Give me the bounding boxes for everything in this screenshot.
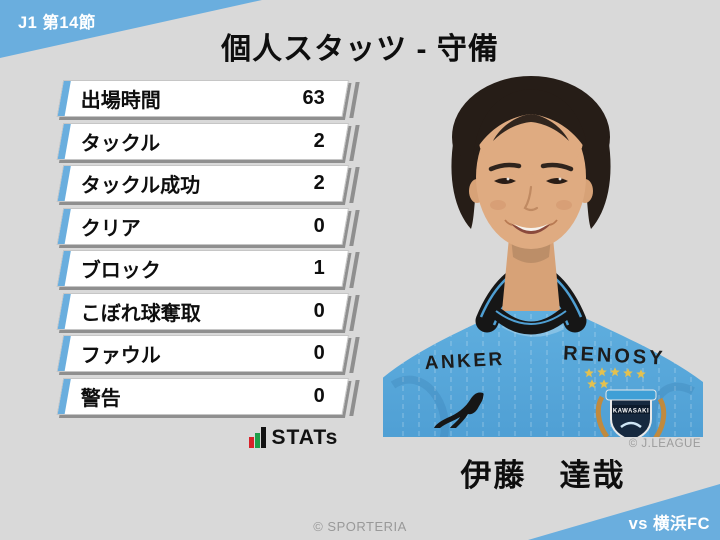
stats-list: 出場時間 63 タックル 2 タックル成功 2 クリア <box>56 80 360 416</box>
stat-row: 出場時間 63 <box>56 80 360 118</box>
site-credit: © SPORTERIA <box>313 519 407 534</box>
stat-label: ブロック <box>80 260 161 282</box>
stat-row: ファウル 0 <box>56 335 360 373</box>
photo-credit: © J.LEAGUE <box>628 438 701 450</box>
stat-row: タックル成功 2 <box>56 165 360 203</box>
stat-label: タックル <box>80 132 161 155</box>
stat-label: ファウル <box>80 345 161 367</box>
stats-logo-text: STATs <box>271 426 339 449</box>
stat-value: 63 <box>302 87 325 109</box>
player-name: 伊藤 達哉 <box>460 458 626 493</box>
round-label: J1 第14節 <box>18 14 96 32</box>
stat-value: 0 <box>313 299 325 322</box>
row-slash-mark <box>349 167 360 203</box>
stat-value: 2 <box>313 129 325 152</box>
stat-value: 0 <box>313 342 325 364</box>
player-neck <box>502 227 560 311</box>
stat-row: ブロック 1 <box>56 250 360 288</box>
stat-label: クリア <box>80 217 141 240</box>
player-photo: ANKER RENOSY KAWASAKI <box>383 75 703 437</box>
stat-label: 警告 <box>80 387 121 410</box>
crest-kawasaki-text: KAWASAKI <box>613 409 649 415</box>
row-slash-mark <box>349 252 360 288</box>
row-slash-mark <box>349 294 360 331</box>
row-slash-mark <box>349 124 360 161</box>
stat-row: クリア 0 <box>56 207 360 246</box>
sponsor-anker: ANKER <box>424 349 505 374</box>
stat-value: 0 <box>313 384 325 407</box>
row-slash-mark <box>349 209 360 246</box>
row-slash-mark <box>349 379 360 416</box>
player-head <box>451 76 611 249</box>
row-slash-mark <box>349 337 360 373</box>
stat-label: タックル成功 <box>80 175 201 197</box>
stat-row: 警告 0 <box>56 377 360 416</box>
stat-row: タックル 2 <box>56 122 360 161</box>
puma-logo-icon <box>434 392 484 428</box>
sponsor-renosy: RENOSY <box>563 342 666 369</box>
opponent-label: vs 横浜FC <box>628 515 710 533</box>
page-title: 個人スタッツ - 守備 <box>221 33 499 66</box>
stats-logo: STATs <box>249 424 338 450</box>
club-crest-icon: KAWASAKI <box>595 389 667 437</box>
stat-value: 1 <box>313 257 325 279</box>
stat-value: 2 <box>313 172 325 194</box>
stat-label: こぼれ球奪取 <box>80 302 201 325</box>
row-slash-mark <box>349 82 360 118</box>
stat-label: 出場時間 <box>80 90 161 112</box>
stat-row: こぼれ球奪取 0 <box>56 292 360 331</box>
stat-value: 0 <box>313 214 325 237</box>
stats-bar-chart-icon <box>249 427 266 450</box>
